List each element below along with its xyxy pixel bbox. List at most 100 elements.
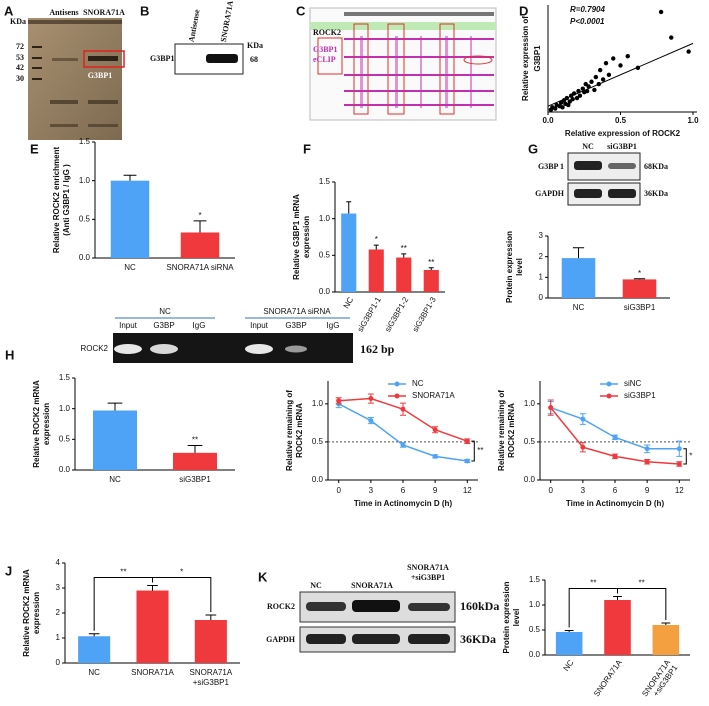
row-label: G3BP1 — [150, 54, 174, 63]
comparison-label: ** — [120, 568, 126, 577]
marker-label: 53 — [16, 53, 24, 62]
legend-label: SNORA71A — [412, 391, 455, 400]
x-tick-label: NC — [109, 475, 121, 484]
point — [368, 396, 374, 402]
row-label: G3BP 1 — [538, 162, 564, 171]
bar — [78, 636, 111, 663]
x-tick-label: 0 — [336, 486, 341, 495]
point — [432, 427, 438, 433]
lane-label: SNORA71A — [219, 0, 235, 43]
x-tick-label: siG3BP1-1 — [356, 295, 383, 333]
significance-label: ** — [192, 436, 198, 445]
significance-label: ** — [401, 244, 407, 253]
bar — [555, 632, 583, 655]
legend-label: siNC — [624, 379, 642, 388]
y-tick-label: 0.0 — [319, 287, 331, 296]
significance-label: * — [375, 235, 378, 244]
text-line: expression — [42, 403, 51, 445]
x-tick-label: SNORA71A+siG3BP1 — [189, 668, 232, 687]
y-tick-label: 1.0 — [529, 600, 541, 609]
error-bar — [147, 585, 158, 591]
y-tick-label: 1.0 — [319, 214, 331, 223]
y-tick-label: 0.5 — [312, 437, 324, 446]
point — [580, 86, 585, 91]
marker-label: 72 — [16, 42, 24, 51]
point — [676, 446, 682, 452]
legend-label: NC — [412, 379, 424, 388]
point — [598, 67, 603, 73]
text-line: Relative ROCK2 enrichment — [52, 147, 61, 254]
panel-label: B — [140, 3, 149, 18]
point — [566, 102, 571, 108]
x-tick-label: 12 — [463, 486, 472, 495]
lane-label: Input — [119, 321, 138, 330]
y-tick-label: 1 — [539, 272, 544, 281]
size-label: 68 — [250, 55, 258, 64]
browser-c — [309, 7, 497, 121]
point — [600, 77, 606, 82]
lane-label: G3BP — [285, 321, 306, 330]
y-tick-label: 3 — [539, 231, 544, 240]
error-bar — [633, 278, 646, 280]
size-label: 160kDa — [460, 599, 499, 613]
bar — [110, 180, 150, 258]
size-label: 162 bp — [360, 342, 395, 356]
x-tick-label: 0 — [548, 486, 553, 495]
point — [336, 398, 342, 404]
lane-label: NC — [582, 142, 594, 151]
size-label: 36KDa — [644, 189, 668, 198]
x-tick-label: SNORA71A siRNA — [166, 263, 234, 272]
significance-label: * — [198, 211, 201, 220]
text-line: +siG3BP1 — [193, 678, 230, 687]
lane-label: G3BP — [153, 321, 174, 330]
lane-label: IgG — [327, 321, 340, 330]
y-tick-label: 4 — [56, 558, 61, 567]
text-line: expression — [32, 592, 41, 634]
x-tick-label: 0.5 — [615, 116, 627, 125]
point — [676, 461, 682, 467]
bar — [622, 279, 657, 298]
x-tick-label: NC — [573, 303, 585, 312]
lane-label: NC — [310, 581, 322, 590]
y-axis-label: Relative expression of G3BP1 — [521, 16, 542, 101]
panel-label: F — [303, 141, 311, 156]
significance-bracket — [471, 440, 475, 462]
y-axis-label: Protein expressionlevel — [505, 231, 524, 303]
bar — [180, 232, 220, 258]
error-bar — [187, 444, 203, 453]
point — [584, 88, 590, 94]
text-line: SNORA71A — [189, 668, 232, 677]
legend-marker — [606, 393, 612, 399]
x-tick-label: 1.0 — [687, 116, 699, 125]
gene-label: ROCK2 — [313, 28, 341, 37]
text-line: expression — [302, 216, 311, 258]
point — [576, 88, 581, 94]
y-tick-label: 1.5 — [529, 575, 541, 584]
text-line: Relative ROCK2 mRNA — [32, 380, 41, 468]
error-bar — [107, 402, 123, 411]
y-tick-label: 0.5 — [524, 437, 536, 446]
blot-b — [174, 43, 244, 75]
error-bar — [346, 201, 352, 214]
panel-label: J — [5, 563, 12, 578]
blot-e — [113, 317, 353, 363]
point — [589, 79, 594, 84]
x-tick-label: SNORA71A — [131, 668, 174, 677]
y-tick-label: 0.0 — [59, 465, 71, 474]
y-tick-label: 0.0 — [524, 475, 536, 484]
comparison-label: * — [180, 568, 183, 577]
track-label: eCLIP — [313, 55, 336, 64]
y-axis-label: Relative ROCK2 enrichment(Anti G3BP1 / I… — [52, 147, 71, 254]
point — [596, 81, 601, 87]
point — [686, 49, 691, 54]
x-tick-label: NC — [342, 295, 356, 310]
point — [368, 418, 374, 424]
legend-label: siG3BP1 — [624, 391, 656, 400]
lane-label: SNORA71A — [83, 8, 125, 17]
gel-a — [28, 18, 125, 140]
comparison-label: ** — [590, 579, 596, 588]
annotation: R=0.7904 — [570, 5, 605, 14]
bar — [561, 258, 596, 298]
y-axis-label: Protein expressionlevel — [502, 581, 521, 653]
point — [586, 84, 591, 89]
